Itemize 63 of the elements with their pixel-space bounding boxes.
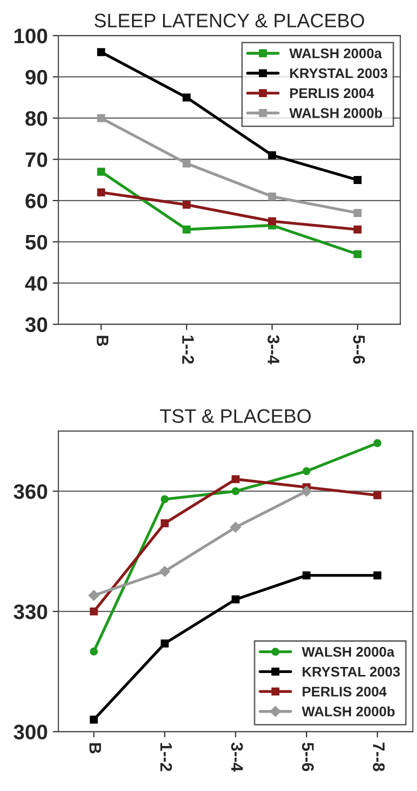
point [182, 200, 191, 209]
point [160, 640, 169, 648]
point [268, 192, 276, 200]
legend-label: WALSH 2000b [302, 706, 395, 716]
x-tick-label: 5--6 [353, 335, 365, 364]
point [182, 159, 191, 168]
point [160, 495, 169, 504]
point [373, 571, 382, 580]
point [182, 93, 191, 102]
x-tick-label: 1--2 [160, 743, 172, 772]
x-tick-label: 7--8 [372, 742, 385, 772]
y-tick-label: 30 [25, 317, 48, 332]
point [268, 217, 276, 226]
x-tick-label: 1--2 [182, 336, 194, 364]
legend-label: WALSH 2000b [289, 108, 382, 118]
y-tick-label: 300 [14, 724, 48, 740]
point [302, 467, 310, 476]
point [354, 176, 362, 184]
point [97, 168, 106, 176]
legend-label: WALSH 2000a [289, 48, 382, 58]
x-tick-label: B [90, 743, 101, 754]
point [373, 439, 382, 448]
point [268, 151, 276, 160]
legend-label: KRYSTAL 2003 [302, 666, 400, 677]
point [88, 590, 100, 601]
x-tick-label: 3--4 [231, 742, 243, 772]
y-tick-label: 100 [14, 28, 48, 44]
chart-title: TST & PLACEBO [160, 409, 311, 423]
chart-title: SLEEP LATENCY & PLACEBO [94, 14, 364, 28]
point [97, 48, 106, 56]
point [301, 486, 312, 497]
point [90, 716, 98, 724]
y-tick-label: 70 [26, 152, 48, 168]
y-tick-label: 360 [14, 484, 48, 499]
point [230, 522, 242, 533]
legend-label: WALSH 2000a [302, 646, 394, 657]
point [354, 225, 362, 234]
point [354, 250, 362, 258]
legend-label: PERLIS 2004 [290, 88, 374, 98]
point [232, 595, 240, 604]
y-tick-label: 40 [25, 276, 48, 291]
legend-label: KRYSTAL 2003 [290, 68, 388, 78]
point [90, 648, 98, 656]
point [160, 519, 169, 528]
point [354, 208, 362, 217]
y-tick-label: 50 [25, 234, 48, 250]
x-tick-label: 3--4 [268, 335, 280, 364]
point [159, 566, 170, 577]
point [232, 475, 240, 484]
point [97, 114, 106, 122]
y-tick-label: 60 [26, 194, 48, 208]
x-tick-label: B [96, 336, 108, 346]
x-tick-label: 5--6 [302, 742, 314, 772]
point [90, 607, 98, 616]
point [232, 487, 240, 496]
y-tick-label: 80 [25, 111, 48, 126]
legend-label: PERLIS 2004 [302, 686, 387, 697]
y-tick-label: 330 [14, 604, 48, 620]
point [302, 571, 310, 580]
point [182, 225, 191, 234]
point [97, 188, 106, 196]
y-tick-label: 90 [26, 70, 48, 85]
point [373, 491, 382, 500]
